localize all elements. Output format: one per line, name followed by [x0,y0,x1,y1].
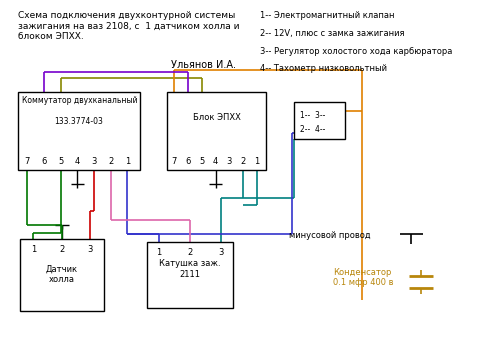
Text: Схема подключения двухконтурной системы
зажигания на ваз 2108, с  1 датчиком хол: Схема подключения двухконтурной системы … [18,11,239,41]
Text: Ульянов И.А.: Ульянов И.А. [172,61,236,70]
Text: 5: 5 [199,157,204,166]
Text: 6: 6 [186,157,191,166]
Text: 2--  4--: 2-- 4-- [300,125,325,134]
Text: 3: 3 [226,157,232,166]
Text: 1-- Электромагнитный клапан: 1-- Электромагнитный клапан [260,11,394,20]
Bar [166,92,266,170]
Text: Датчик
холла: Датчик холла [46,264,78,284]
Text: Блок ЭПХХ: Блок ЭПХХ [192,113,240,122]
Text: 3: 3 [88,245,93,253]
Bar [20,239,104,311]
Text: 7: 7 [24,157,30,166]
Text: 2: 2 [59,245,64,253]
Text: 2-- 12V, плюс с замка зажигания: 2-- 12V, плюс с замка зажигания [260,29,404,38]
Bar [294,101,345,139]
Text: 1: 1 [254,157,260,166]
Text: Конденсатор
0.1 мфр 400 в: Конденсатор 0.1 мфр 400 в [333,268,394,288]
Text: 3: 3 [92,157,96,166]
Text: 6: 6 [42,157,47,166]
Bar [18,92,140,170]
Text: минусовой провод: минусовой провод [289,231,370,240]
Text: 1: 1 [156,247,162,257]
Text: 5: 5 [58,157,64,166]
Text: Катушка заж.
2111: Катушка заж. 2111 [159,259,221,279]
Text: 2: 2 [240,157,246,166]
Bar [147,241,233,308]
Text: 1: 1 [30,245,36,253]
Text: 7: 7 [172,157,177,166]
Text: 2: 2 [108,157,114,166]
Text: 1--  3--: 1-- 3-- [300,111,325,120]
Text: 4: 4 [75,157,80,166]
Text: Коммутатор двухканальный: Коммутатор двухканальный [22,96,137,105]
Text: 4: 4 [213,157,218,166]
Text: 2: 2 [188,247,192,257]
Text: 3-- Регулятор холостого хода карбюратора: 3-- Регулятор холостого хода карбюратора [260,47,452,56]
Text: 1: 1 [124,157,130,166]
Text: 3: 3 [218,247,224,257]
Text: 133.3774-03: 133.3774-03 [54,117,103,126]
Text: 4-- Тахометр низковольтный: 4-- Тахометр низковольтный [260,64,386,73]
